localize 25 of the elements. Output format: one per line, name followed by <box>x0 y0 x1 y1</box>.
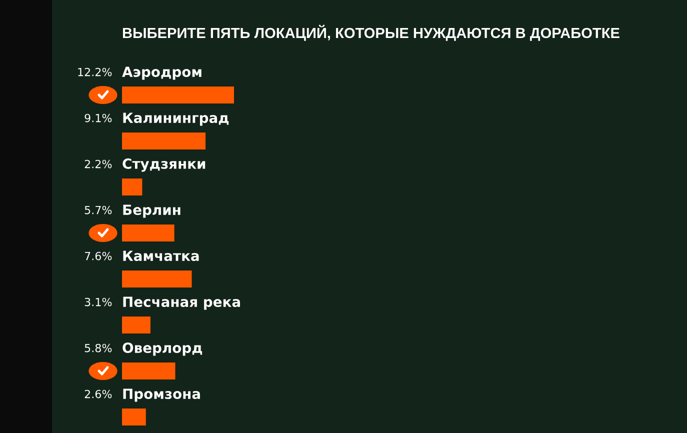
bar <box>122 224 174 242</box>
bar <box>122 86 234 104</box>
y-tick-label: Камчатка <box>123 250 199 262</box>
y-tick-label: Песчаная река <box>123 296 240 310</box>
bar <box>122 270 192 288</box>
bar <box>122 316 150 334</box>
y-tick-label: Калининград <box>123 112 229 126</box>
bar <box>122 408 146 426</box>
bar <box>122 178 142 196</box>
bar <box>122 362 176 380</box>
bar <box>122 132 206 150</box>
data-label: 12.2% <box>78 68 112 76</box>
data-label: 7.6% <box>84 252 112 260</box>
y-tick-label: Оверлорд <box>122 342 202 356</box>
data-label: 5.7% <box>84 206 112 214</box>
text: ВЫБЕРИТЕ ПЯТЬ ЛОКАЦИЙ, КОТОРЫЕ НУЖДАЮТСЯ В ДОРАБОТКЕ <box>122 24 620 41</box>
y-tick-label: Берлин <box>123 204 180 218</box>
y-tick-label: Студзянки <box>122 158 206 172</box>
data-label: 3.1% <box>84 298 112 306</box>
y-tick-label: Аэродром <box>122 66 202 80</box>
y-tick-label: Промзона <box>123 388 200 402</box>
data-label: 9.1% <box>84 114 112 122</box>
data-label: 2.2% <box>84 160 112 168</box>
data-label: 5.8% <box>84 344 112 352</box>
data-label: 2.6% <box>84 390 112 398</box>
